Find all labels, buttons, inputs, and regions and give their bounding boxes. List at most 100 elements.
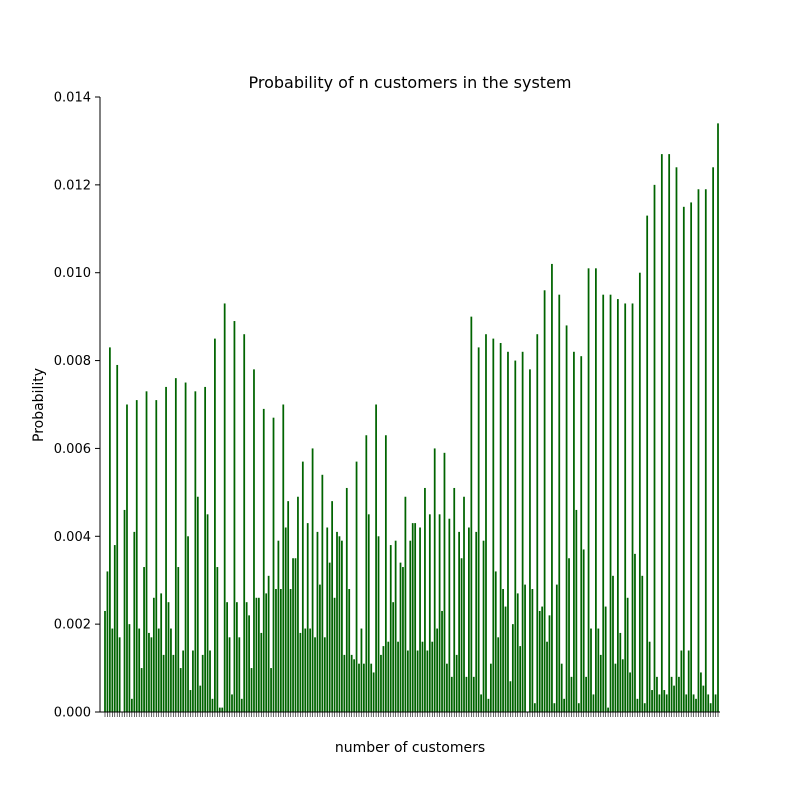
y-tick-label: 0.014 [54, 91, 91, 106]
bar [279, 589, 282, 712]
bar [209, 650, 211, 712]
bar [411, 523, 414, 712]
bar [199, 685, 202, 712]
bars-layer [104, 123, 719, 713]
bar [565, 325, 568, 712]
bar [616, 299, 619, 712]
bar [113, 545, 116, 712]
bar [419, 527, 421, 712]
bar [558, 294, 561, 712]
bar [441, 610, 443, 712]
bar [355, 461, 358, 712]
bar [292, 558, 294, 712]
bar [643, 703, 646, 712]
bar [328, 562, 331, 712]
bar [685, 694, 688, 712]
bar [397, 641, 399, 712]
bar [253, 369, 255, 712]
bar [267, 575, 270, 712]
bar [289, 589, 292, 712]
bar [336, 531, 338, 712]
bar [704, 189, 707, 712]
bar [236, 602, 238, 712]
bar [455, 654, 458, 712]
bar [460, 558, 463, 712]
bar [507, 351, 509, 712]
bar [687, 650, 690, 712]
bar [382, 646, 385, 712]
bar [358, 663, 360, 712]
bar [160, 593, 163, 712]
bar [675, 167, 678, 713]
bar [167, 602, 170, 712]
bar [187, 536, 189, 712]
bar [692, 694, 695, 712]
bar [648, 641, 651, 712]
bar [709, 703, 712, 712]
bar [568, 558, 570, 712]
bar [304, 628, 307, 712]
bar [582, 549, 585, 712]
bar [580, 356, 583, 712]
bar [424, 487, 426, 712]
bar [345, 487, 348, 712]
bar [282, 404, 285, 712]
bar [365, 435, 368, 712]
bar [301, 461, 304, 712]
bar [179, 668, 182, 712]
bar [656, 676, 658, 712]
y-tick-label: 0.002 [54, 618, 91, 633]
y-axis-label: Probability [31, 368, 47, 442]
bar [604, 606, 607, 712]
bar [238, 637, 241, 712]
bar [426, 650, 429, 712]
bar [450, 676, 453, 712]
bar [533, 703, 536, 712]
y-tick-label: 0.012 [54, 178, 91, 193]
bar [360, 628, 363, 712]
bar [541, 606, 544, 712]
bar [309, 628, 312, 712]
bar [135, 400, 138, 712]
bar [384, 435, 387, 712]
bar [206, 514, 209, 712]
bar [174, 378, 177, 712]
bar [619, 632, 622, 712]
bar [463, 496, 465, 712]
bar [128, 624, 131, 712]
bar [182, 650, 185, 712]
bar [631, 303, 634, 712]
bar [287, 501, 290, 712]
bar [438, 514, 441, 712]
bar [590, 628, 592, 712]
bar [416, 650, 419, 712]
bar [433, 448, 436, 712]
bar [702, 685, 705, 712]
bar [170, 628, 172, 712]
bar [140, 668, 143, 712]
bar [150, 637, 153, 712]
bar [680, 650, 683, 712]
bar [475, 531, 478, 712]
bar [453, 487, 456, 712]
bar [614, 663, 617, 712]
bar [665, 694, 668, 712]
bar [248, 615, 250, 712]
bar [682, 206, 685, 712]
bar [458, 531, 460, 712]
bar [109, 347, 111, 712]
bar [341, 540, 343, 712]
bar [409, 540, 412, 712]
bar [284, 527, 287, 712]
bar [607, 707, 609, 712]
bar [602, 294, 605, 712]
bar [543, 290, 546, 712]
x-axis-label: number of customers [335, 740, 485, 756]
bar [524, 584, 526, 712]
bar [348, 589, 351, 712]
bar [587, 268, 590, 712]
bar [275, 589, 277, 712]
bar [399, 562, 402, 712]
bar [546, 641, 548, 712]
